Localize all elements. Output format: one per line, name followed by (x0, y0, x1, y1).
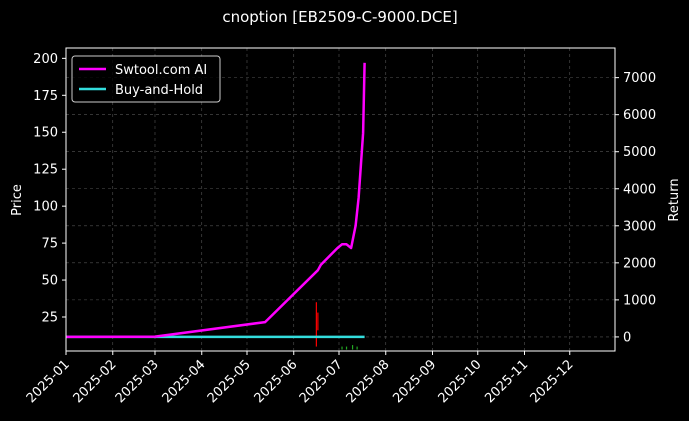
y-left-tick-label: 200 (33, 52, 58, 67)
y-axis-right-label: Return (667, 178, 682, 221)
y-left-tick-label: 150 (33, 126, 58, 141)
legend-label-buy-and-hold: Buy-and-Hold (115, 83, 203, 98)
legend: Swtool.com AI Buy-and-Hold (71, 55, 221, 103)
y-right-tick-label: 3000 (623, 219, 656, 234)
legend-label-swtool: Swtool.com AI (115, 63, 207, 78)
y-axis-right: 0 1000 2000 3000 4000 5000 6000 7000 (615, 71, 656, 345)
plot-frame (65, 47, 616, 352)
y-right-tick-label: 5000 (623, 145, 656, 160)
y-left-tick-label: 100 (33, 200, 58, 215)
y-right-tick-label: 0 (623, 330, 631, 345)
y-left-tick-label: 175 (33, 89, 58, 104)
y-right-tick-label: 1000 (623, 293, 656, 308)
y-left-tick-label: 25 (41, 311, 58, 326)
y-right-tick-label: 2000 (623, 256, 656, 271)
chart-title: cnoption [EB2509-C-9000.DCE] (222, 8, 457, 26)
y-right-tick-label: 6000 (623, 108, 656, 123)
legend-box (71, 55, 221, 103)
y-left-tick-label: 75 (41, 237, 58, 252)
series-line-swtool-com-ai (65, 62, 366, 339)
y-left-tick-label: 50 (41, 274, 58, 289)
y-right-tick-label: 4000 (623, 182, 656, 197)
y-right-tick-label: 7000 (623, 71, 656, 86)
y-axis-left: 25 50 75 100 125 150 175 200 (33, 52, 66, 326)
y-left-tick-label: 125 (33, 163, 58, 178)
price-candles (315, 302, 358, 350)
y-axis-left-label: Price (10, 184, 25, 216)
series-lines (65, 62, 366, 339)
